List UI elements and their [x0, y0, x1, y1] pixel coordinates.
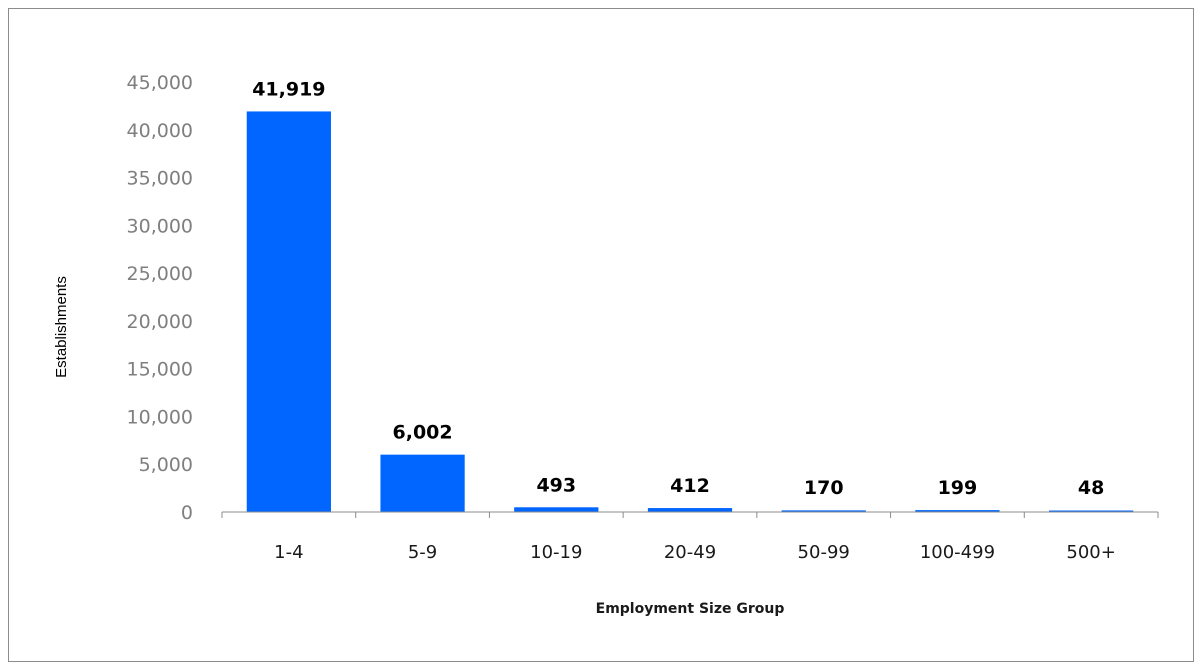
y-axis-title: Establishments: [53, 276, 70, 378]
bars: [246, 111, 1134, 512]
y-tick-label: 0: [181, 502, 193, 524]
data-label: 41,919: [252, 78, 325, 100]
x-axis-ticks: 1-4 5-9 10-19 20-49 50-99 100-499 500+: [221, 512, 1159, 563]
x-axis-title: Employment Size Group: [596, 601, 785, 617]
x-tick-label: 50-99: [798, 542, 850, 563]
y-tick-label: 5,000: [139, 454, 193, 476]
data-label: 412: [670, 475, 710, 497]
y-tick-label: 20,000: [127, 311, 193, 333]
x-tick-label: 500+: [1066, 542, 1115, 563]
x-tick-label: 5-9: [408, 542, 437, 563]
bar: [781, 510, 866, 512]
data-label: 48: [1078, 477, 1104, 499]
y-tick-label: 40,000: [127, 120, 193, 142]
y-tick-label: 10,000: [127, 406, 193, 428]
bar: [380, 454, 465, 512]
y-tick-label: 35,000: [127, 168, 193, 190]
data-label: 493: [536, 474, 576, 496]
bar: [647, 508, 733, 512]
x-tick-label: 20-49: [664, 542, 716, 563]
data-labels: 41,919 6,002 493 412 170 199 48: [252, 78, 1104, 499]
data-label: 199: [938, 477, 978, 499]
x-tick-label: 10-19: [530, 542, 582, 563]
y-tick-label: 45,000: [127, 72, 193, 94]
x-tick-label: 1-4: [274, 542, 303, 563]
bar: [915, 510, 1000, 512]
y-tick-label: 30,000: [127, 215, 193, 237]
x-tick-label: 100-499: [920, 542, 995, 563]
data-label: 6,002: [393, 422, 453, 444]
bar: [1049, 510, 1134, 512]
bar: [246, 111, 331, 512]
y-tick-label: 15,000: [127, 359, 193, 381]
data-label: 170: [804, 477, 844, 499]
y-tick-label: 25,000: [127, 263, 193, 285]
y-axis-ticks: 0 5,000 10,000 15,000 20,000 25,000 30,000 35,0…: [127, 72, 193, 524]
chart-frame: [8, 8, 1194, 662]
bar: [514, 507, 599, 512]
